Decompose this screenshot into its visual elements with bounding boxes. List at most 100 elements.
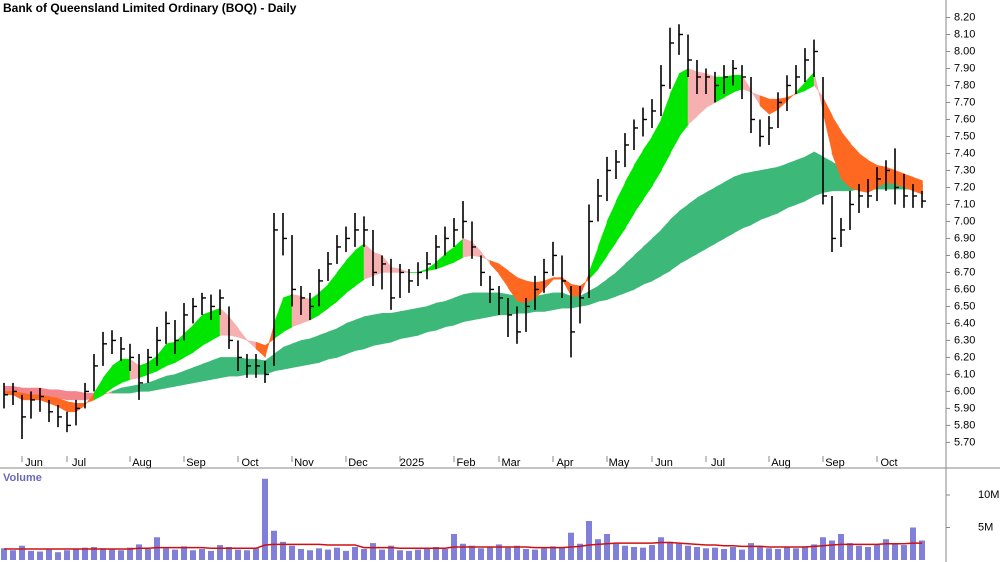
volume-label: Volume: [3, 472, 42, 484]
ribbon-segment: [804, 151, 815, 202]
ribbon-segment: [849, 142, 860, 192]
y-tick-label: 5.90: [954, 402, 975, 414]
ribbon-segment: [183, 324, 194, 358]
x-tick-label: Feb: [457, 457, 476, 469]
ribbon-segment: [210, 357, 221, 380]
volume-bar: [19, 545, 25, 560]
x-tick-label: Oct: [241, 457, 258, 469]
ribbon-segment: [543, 292, 554, 312]
volume-bar: [91, 547, 97, 560]
ribbon-segment: [597, 221, 608, 270]
volume-bar: [712, 547, 718, 560]
ribbon-segment: [777, 163, 788, 214]
volume-bar: [892, 543, 898, 560]
volume-bar: [10, 550, 16, 560]
ribbon-segment: [606, 200, 617, 257]
y-tick-label: 7.70: [954, 96, 975, 108]
y-tick-label: 7.40: [954, 147, 975, 159]
volume-bar: [694, 547, 700, 560]
ribbon-segment: [678, 203, 689, 265]
x-tick-label: Dec: [348, 457, 368, 469]
volume-bar: [163, 548, 169, 560]
volume-bar: [424, 548, 430, 560]
ribbon-segment: [732, 173, 743, 234]
volume-bar: [478, 548, 484, 560]
ribbon-segment: [462, 238, 473, 258]
y-tick-label: 5.70: [954, 436, 975, 448]
ribbon-segment: [615, 182, 626, 243]
ribbon-segment: [372, 312, 383, 346]
volume-bar: [316, 548, 322, 560]
volume-bar: [487, 547, 493, 560]
ribbon-segment: [687, 197, 698, 260]
volume-bar: [109, 549, 115, 560]
y-tick-label: 6.30: [954, 334, 975, 346]
ribbon-segment: [552, 277, 563, 280]
volume-bar: [388, 545, 394, 560]
y-tick-label: 6.00: [954, 385, 975, 397]
ribbon-segment: [282, 294, 293, 333]
ribbon-segment: [318, 283, 329, 316]
ribbon-segment: [489, 292, 500, 317]
ribbon-segment: [66, 401, 77, 413]
ribbon-segment: [858, 152, 869, 193]
volume-bar: [640, 547, 646, 560]
y-tick-label: 6.80: [954, 249, 975, 261]
volume-bar: [514, 545, 520, 560]
volume-bar: [64, 550, 70, 560]
chart-title: Bank of Queensland Limited Ordinary (BOQ…: [3, 1, 297, 15]
ribbon-segment: [795, 156, 806, 205]
y-tick-label: 6.50: [954, 300, 975, 312]
ribbon-segment: [867, 159, 878, 193]
y-tick-label: 7.90: [954, 62, 975, 74]
x-tick-label: Aug: [132, 457, 152, 469]
ribbon-segment: [534, 294, 545, 312]
ribbon-segment: [651, 229, 662, 282]
volume-bar: [676, 543, 682, 560]
volume-bar: [379, 549, 385, 560]
volume-bar: [874, 544, 880, 560]
volume-bar: [271, 530, 277, 560]
volume-bar: [739, 549, 745, 560]
volume-bar: [784, 547, 790, 560]
volume-bar: [145, 548, 151, 560]
ribbon-segment: [633, 149, 644, 214]
volume-bar: [856, 545, 862, 560]
volume-bar: [118, 550, 124, 560]
volume-bar: [289, 545, 295, 560]
ribbon-segment: [282, 343, 293, 370]
y-tick-label: 7.60: [954, 113, 975, 125]
x-tick-label: Aug: [771, 457, 791, 469]
volume-bar: [658, 537, 664, 560]
volume-bar: [613, 543, 619, 560]
volume-bar: [595, 539, 601, 560]
volume-bar: [244, 550, 250, 560]
volume-bar: [523, 548, 529, 560]
volume-bar: [136, 544, 142, 560]
volume-bar: [1, 548, 7, 560]
ribbon-segment: [93, 376, 104, 401]
ribbon-segment: [480, 292, 491, 319]
volume-bar: [622, 545, 628, 560]
ribbon-segment: [453, 294, 464, 326]
ribbon-segment: [462, 292, 473, 323]
y-tick-label: 7.10: [954, 198, 975, 210]
volume-bar: [100, 548, 106, 560]
ribbon-segment: [165, 374, 176, 389]
ribbon-segment: [399, 309, 410, 340]
ribbon-segment: [417, 306, 428, 336]
x-tick-label: Mar: [502, 457, 521, 469]
y-tick-label: 6.40: [954, 317, 975, 329]
ribbon-segment: [327, 271, 338, 309]
volume-bar: [820, 537, 826, 560]
ribbon-segment: [66, 391, 77, 401]
volume-bar: [631, 547, 637, 560]
ribbon-segment: [309, 334, 320, 365]
ribbon-segment: [345, 249, 356, 294]
ribbon-segment: [687, 68, 698, 126]
ribbon-segment: [3, 386, 14, 392]
x-tick-label: Sep: [825, 457, 845, 469]
volume-bar: [865, 547, 871, 560]
volume-bar: [334, 547, 340, 560]
